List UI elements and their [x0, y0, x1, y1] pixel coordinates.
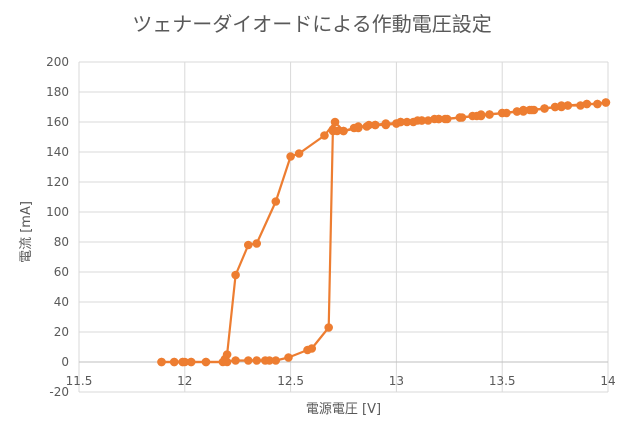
- data-point: [252, 239, 262, 248]
- data-point: [381, 119, 391, 128]
- data-point: [392, 119, 401, 128]
- x-tick-label: 12.5: [277, 374, 304, 388]
- data-point: [601, 98, 611, 107]
- data-point: [563, 101, 573, 110]
- y-tick-label: 140: [46, 145, 69, 159]
- data-point: [472, 111, 482, 121]
- x-tick-label: 13: [389, 374, 404, 388]
- y-tick-label: 120: [46, 175, 69, 189]
- data-point: [442, 114, 452, 124]
- x-tick-label: 12: [177, 374, 192, 388]
- data-point: [231, 356, 240, 365]
- data-point: [364, 120, 374, 130]
- y-tick-label: 80: [54, 235, 69, 249]
- y-tick-label: 160: [46, 115, 69, 129]
- data-point: [243, 356, 253, 365]
- y-tick-label: 200: [46, 55, 69, 69]
- data-point: [157, 357, 166, 367]
- data-point: [294, 149, 304, 158]
- data-point: [186, 357, 196, 367]
- data-point: [265, 356, 274, 365]
- data-point: [497, 108, 507, 118]
- data-point: [178, 357, 187, 367]
- data-point: [307, 344, 317, 353]
- data-point: [354, 123, 363, 133]
- data-point: [527, 105, 537, 115]
- data-point: [243, 240, 253, 250]
- y-tick-label: 60: [54, 265, 69, 279]
- data-point: [201, 357, 211, 367]
- data-point: [370, 120, 380, 130]
- data-point: [320, 131, 329, 140]
- y-axis-label: 電流 [mA]: [19, 201, 34, 263]
- data-point: [330, 117, 340, 127]
- data-point: [271, 197, 281, 206]
- x-tick-label: 11.5: [66, 374, 93, 388]
- data-point: [417, 116, 427, 125]
- data-point: [593, 99, 602, 109]
- chart-title: ツェナーダイオードによる作動電圧設定: [132, 12, 492, 36]
- y-tick-label: 0: [61, 355, 69, 369]
- data-point: [231, 270, 240, 280]
- data-point: [409, 117, 418, 127]
- data-point: [286, 152, 295, 161]
- grid-layer: [78, 61, 609, 393]
- data-point: [169, 357, 179, 367]
- data-point: [332, 126, 342, 136]
- x-tick-label: 13.5: [489, 374, 516, 388]
- data-point: [271, 356, 281, 365]
- y-tick-label: 40: [54, 295, 69, 309]
- data-point: [252, 356, 262, 365]
- series-layer: [157, 98, 611, 367]
- x-axis-label: 電源電圧 [V]: [306, 402, 381, 417]
- x-tick-label: 14: [600, 374, 615, 388]
- data-point: [284, 353, 293, 362]
- data-point: [455, 113, 465, 122]
- data-point: [550, 102, 560, 112]
- series-line-2: [161, 101, 607, 364]
- data-point: [434, 114, 444, 124]
- series-line-1: [161, 101, 607, 364]
- y-tick-label: 180: [46, 85, 69, 99]
- data-point: [339, 126, 348, 136]
- data-point: [485, 110, 494, 119]
- data-point: [222, 357, 232, 367]
- y-tick-label: -20: [49, 385, 69, 399]
- y-tick-label: 20: [54, 325, 69, 339]
- data-point: [540, 104, 549, 113]
- data-point: [423, 116, 433, 125]
- y-tick-label: 100: [46, 205, 69, 219]
- data-point: [512, 107, 522, 116]
- data-point: [324, 323, 333, 332]
- data-point: [582, 99, 592, 109]
- label-layer: -20 0 20 40 60 80 100 120 140 160 180 200 11.5 12 12.5…: [19, 55, 616, 417]
